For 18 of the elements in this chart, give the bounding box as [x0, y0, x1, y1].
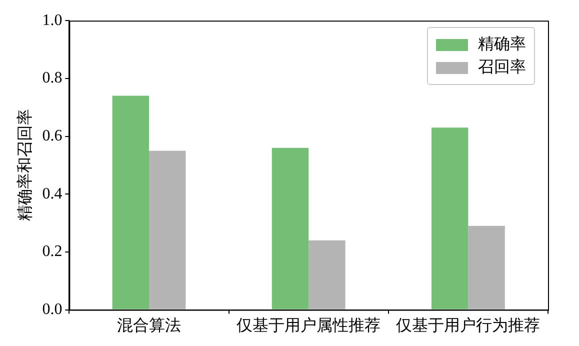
y-tick-label: 0.4 [42, 185, 62, 202]
bar [431, 128, 468, 310]
bar [272, 148, 309, 310]
x-tick-label: 仅基于用户行为推荐 [396, 316, 540, 335]
y-tick-label: 0.8 [42, 70, 62, 87]
y-tick-label: 1.0 [42, 12, 62, 29]
y-tick-label: 0.6 [42, 127, 62, 144]
bar [112, 96, 149, 310]
legend-label: 召回率 [478, 58, 526, 78]
y-tick-label: 0.0 [42, 301, 62, 318]
bar [468, 226, 505, 310]
x-tick-label: 混合算法 [117, 316, 181, 335]
x-tick-label: 仅基于用户属性推荐 [236, 316, 381, 335]
legend-label: 精确率 [478, 34, 526, 55]
y-axis-title: 精确率和召回率 [16, 109, 34, 222]
bar [149, 150, 186, 310]
bar [308, 240, 346, 310]
y-tick-label: 0.2 [42, 243, 62, 260]
